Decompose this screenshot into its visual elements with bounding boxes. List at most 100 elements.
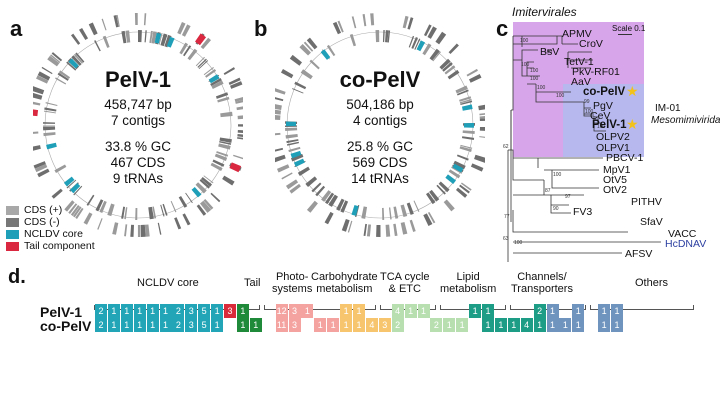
gene-tick-plus <box>466 68 478 77</box>
gene-tick-plus <box>113 15 119 28</box>
cell-pelv1 <box>443 304 455 318</box>
gene-tick-plus <box>174 217 182 230</box>
taxon-sfav: SfaV <box>640 216 663 228</box>
cell-copelv: 1 <box>327 318 340 332</box>
taxon-pkv-rf01: PkV-RF01 <box>572 66 620 78</box>
cell-copelv: 3 <box>288 318 301 332</box>
gene-tick-plus <box>50 54 61 63</box>
svg-text:100: 100 <box>530 76 539 82</box>
cell-pelv1: 1 <box>340 304 353 318</box>
cell-pelv1: 2 <box>172 304 185 318</box>
order-label: Imitervirales <box>512 5 577 19</box>
gene-tick-minus <box>187 48 198 61</box>
gene-tick-minus <box>462 130 475 134</box>
gene-tick-plus <box>34 164 48 173</box>
gene-tick-plus <box>72 206 82 218</box>
gene-tick-minus <box>305 176 318 187</box>
gene-tick-plus <box>479 116 485 119</box>
cell-pelv1: 4 <box>391 304 404 318</box>
gene-tick-minus <box>220 111 233 118</box>
svg-text:100: 100 <box>556 93 565 99</box>
gene-tick-minus <box>201 177 213 187</box>
cell-pelv1: 3 <box>288 304 301 318</box>
taxon-pithv: PITHV <box>631 196 662 208</box>
gene-tick-plus <box>362 14 367 27</box>
gene-tick-minus <box>195 182 207 194</box>
cell-pelv1: 1 <box>546 304 559 318</box>
cell-copelv: 1 <box>120 318 133 332</box>
gene-tick-plus <box>37 71 51 81</box>
cell-copelv: 3 <box>378 318 391 332</box>
gene-tick-minus <box>205 69 217 78</box>
gene-tick-minus <box>349 34 357 47</box>
scale-bar <box>618 34 632 35</box>
gene-tick-plus <box>448 43 459 55</box>
taxon-mpv1: MpV1 <box>603 164 631 176</box>
genome-b-gc: 25.8 % GC <box>346 139 414 154</box>
genome-a-size: 458,747 bp <box>104 97 172 112</box>
gene-tick-minus <box>86 194 95 206</box>
gene-tick-minus <box>219 141 232 145</box>
gene-tick-minus <box>215 92 229 99</box>
gene-tick-minus <box>460 144 473 149</box>
gene-tick-plus <box>234 97 243 102</box>
gene-tick-plus <box>83 212 93 225</box>
cell-copelv: 1 <box>456 318 469 332</box>
gene-tick-plus <box>236 106 243 111</box>
cell-pelv1 <box>314 304 326 318</box>
cell-copelv <box>418 318 430 332</box>
gene-tick-plus <box>70 33 81 45</box>
ncldv-core-tick <box>68 58 79 69</box>
gene-tick-plus <box>237 124 243 127</box>
gene-tick-minus <box>170 200 177 213</box>
cell-pelv1: 1 <box>301 304 314 318</box>
gene-tick-minus <box>151 31 157 44</box>
taxon-crov: CroV <box>579 38 603 50</box>
ncldv-core-tick <box>452 163 464 173</box>
cell-copelv: 1 <box>353 318 365 332</box>
legend-label-cds-minus: CDS (-) <box>24 216 60 228</box>
star-icon-pelv1: ★ <box>626 116 639 132</box>
gene-tick-minus <box>432 51 441 62</box>
genome-a-gc: 33.8 % GC <box>104 139 172 154</box>
cell-copelv <box>469 318 481 332</box>
gene-tick-minus <box>456 154 469 161</box>
taxon-otv2: OtV2 <box>603 184 627 196</box>
gene-tick-plus <box>79 27 89 40</box>
gene-tick-plus <box>134 13 138 26</box>
gene-tick-minus <box>75 52 85 63</box>
cell-pelv1 <box>250 304 262 318</box>
tail-component-tick <box>33 109 39 117</box>
gene-tick-minus <box>461 136 475 140</box>
gene-tick-minus <box>285 127 298 131</box>
gene-tick-minus <box>102 35 110 48</box>
gene-tick-plus <box>303 41 314 52</box>
legend-swatch-cds-minus <box>6 217 19 227</box>
gene-tick-minus <box>429 189 440 202</box>
gene-tick-plus <box>124 224 128 237</box>
cell-pelv1 <box>508 304 520 318</box>
genome-b-contigs: 4 contigs <box>352 113 408 128</box>
gene-tick-plus <box>275 147 284 152</box>
gene-tick-minus <box>66 179 77 189</box>
gene-tick-minus <box>44 107 57 112</box>
ncldv-core-tick <box>461 104 473 111</box>
genome-a-trnas: 9 tRNAs <box>112 171 164 186</box>
gene-tick-minus <box>340 200 349 213</box>
cell-pelv1: 1 <box>482 304 494 318</box>
gene-tick-plus <box>435 31 447 45</box>
gene-tick-plus <box>51 52 63 62</box>
gene-tick-minus <box>135 207 138 220</box>
taxon-pgv: PgV <box>593 100 613 112</box>
gene-tick-minus <box>459 146 472 152</box>
gene-tick-plus <box>200 200 212 213</box>
gene-tick-plus <box>144 224 150 237</box>
gene-tick-plus <box>337 20 344 33</box>
gene-tick-plus <box>116 14 120 27</box>
gene-tick-minus <box>138 30 142 43</box>
gene-tick-minus <box>408 35 415 48</box>
gene-tick-plus <box>455 187 468 198</box>
svg-text:99: 99 <box>584 99 590 105</box>
svg-text:100: 100 <box>597 124 606 130</box>
svg-text:100: 100 <box>537 85 546 91</box>
